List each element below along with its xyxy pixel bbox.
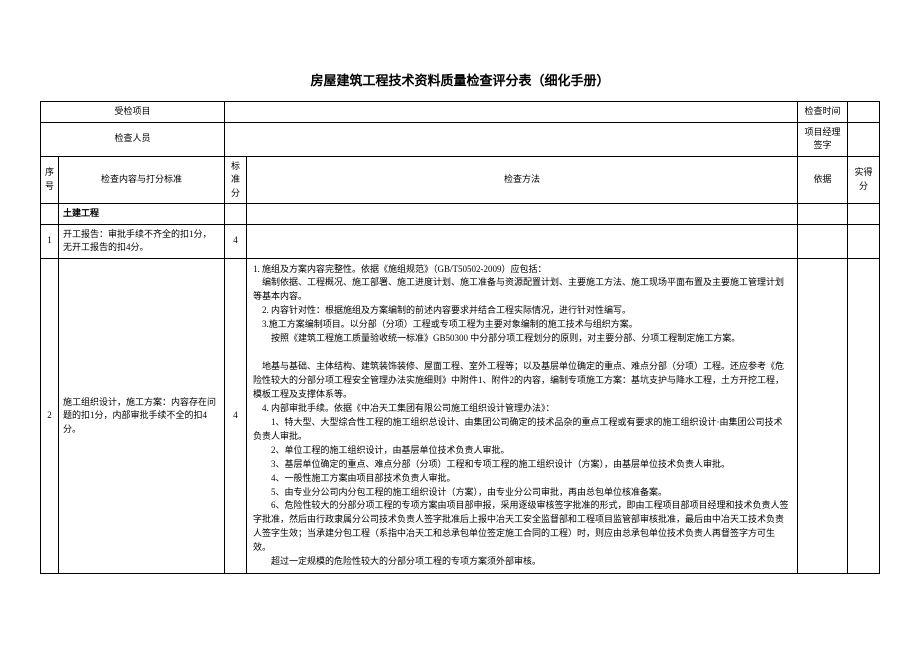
pm-sign-value (848, 122, 880, 156)
project-value (225, 102, 798, 123)
row1-actual (848, 224, 880, 258)
section-actual-blank (848, 204, 880, 225)
table-row: 1 开工报告：审批手续不齐全的扣1分，无开工报告的扣4分。 4 (41, 224, 880, 258)
section-score-blank (225, 204, 247, 225)
pm-sign-label: 项目经理签字 (798, 122, 848, 156)
row1-seq: 1 (41, 224, 59, 258)
section-civil-label: 土建工程 (59, 204, 225, 225)
row1-score: 4 (225, 224, 247, 258)
row1-method (247, 224, 798, 258)
page-title: 房屋建筑工程技术资料质量检查评分表（细化手册） (40, 70, 880, 89)
row1-basis (798, 224, 848, 258)
inspector-value (225, 122, 798, 156)
inspector-label: 检查人员 (41, 122, 225, 156)
scoring-table: 受检项目 检查时间 检查人员 项目经理签字 序号 检查内容与打分标准 标准分 检… (40, 101, 880, 574)
project-label: 受检项目 (41, 102, 225, 123)
info-row-inspector: 检查人员 项目经理签字 (41, 122, 880, 156)
row1-content: 开工报告：审批手续不齐全的扣1分，无开工报告的扣4分。 (59, 224, 225, 258)
row2-basis (798, 258, 848, 574)
section-basis-blank (798, 204, 848, 225)
col-basis: 依据 (798, 156, 848, 204)
column-header-row: 序号 检查内容与打分标准 标准分 检查方法 依据 实得分 (41, 156, 880, 204)
table-row: 2 施工组织设计，施工方案：内容存在问题的扣1分，内部审批手续不全的扣4分。 4… (41, 258, 880, 574)
check-time-label: 检查时间 (798, 102, 848, 123)
row2-actual (848, 258, 880, 574)
row2-content: 施工组织设计，施工方案：内容存在问题的扣1分，内部审批手续不全的扣4分。 (59, 258, 225, 574)
section-method-blank (247, 204, 798, 225)
col-actual: 实得分 (848, 156, 880, 204)
row2-method: 1. 施组及方案内容完整性。依据《施组规范》（GB/T50502-2009）应包… (247, 258, 798, 574)
section-row-civil: 土建工程 (41, 204, 880, 225)
info-row-project: 受检项目 检查时间 (41, 102, 880, 123)
col-std-score: 标准分 (225, 156, 247, 204)
row2-score: 4 (225, 258, 247, 574)
col-content: 检查内容与打分标准 (59, 156, 225, 204)
col-method: 检查方法 (247, 156, 798, 204)
section-seq-blank (41, 204, 59, 225)
row2-seq: 2 (41, 258, 59, 574)
check-time-value (848, 102, 880, 123)
col-seq: 序号 (41, 156, 59, 204)
